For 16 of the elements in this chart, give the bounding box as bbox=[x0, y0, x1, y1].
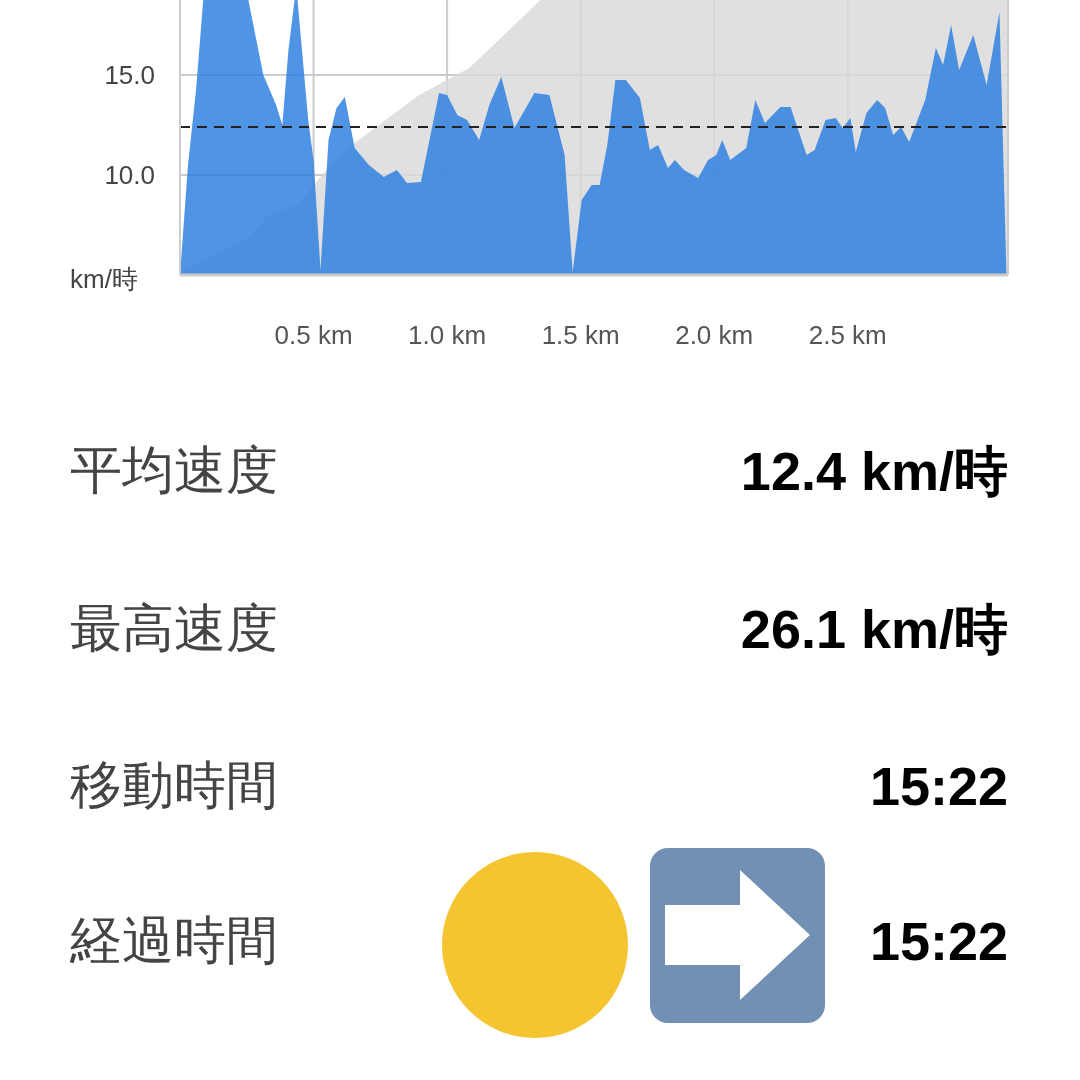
y-axis-title: km/時 bbox=[70, 264, 138, 294]
y-tick-label: 10.0 bbox=[104, 160, 155, 190]
x-tick-label: 0.5 km bbox=[274, 320, 353, 350]
category-label: 最高速度 bbox=[70, 599, 278, 657]
x-tick-label: 1.5 km bbox=[541, 320, 620, 350]
category-label: 経過時間 bbox=[69, 911, 278, 969]
x-tick-label: 2.0 km bbox=[675, 320, 754, 350]
category-label: 平均速度 bbox=[70, 441, 278, 499]
x-tick-label: 2.5 km bbox=[808, 320, 887, 350]
text: 15:22 bbox=[869, 911, 1008, 971]
y-tick-label: 15.0 bbox=[104, 60, 155, 90]
category-label: 移動時間 bbox=[70, 756, 278, 814]
text: 15:22 bbox=[869, 756, 1008, 816]
text: 26.1 km/時 bbox=[740, 599, 1008, 659]
x-tick-label: 1.0 km bbox=[408, 320, 487, 350]
text: 12.4 km/時 bbox=[740, 441, 1008, 501]
